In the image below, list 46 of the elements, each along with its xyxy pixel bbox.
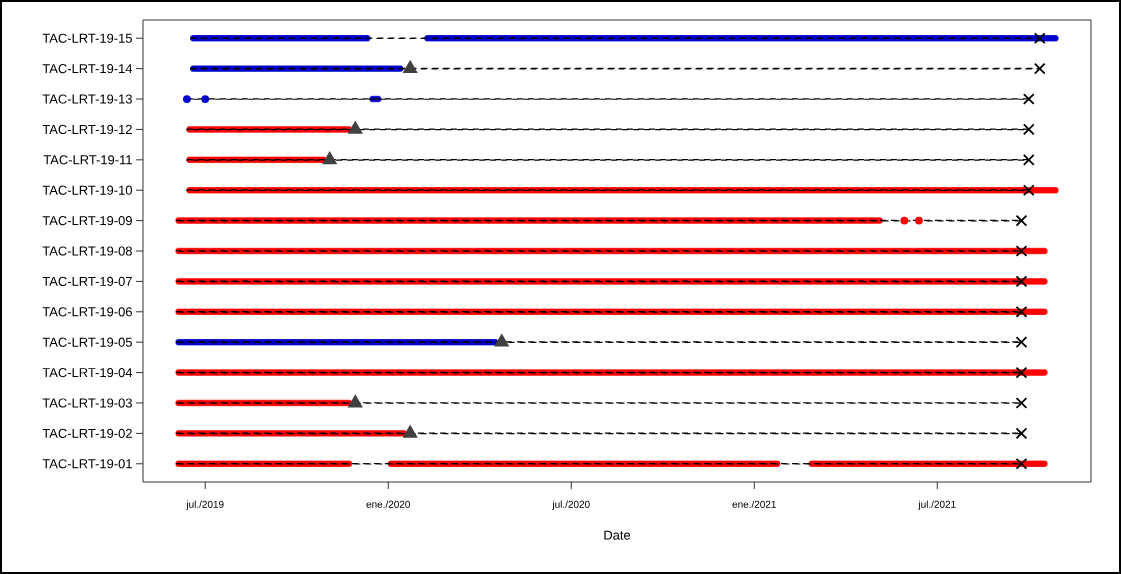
- x-tick-label: jul./2021: [918, 500, 956, 510]
- y-tick-label: TAC-LRT-19-13: [42, 94, 132, 104]
- point: [1015, 245, 1028, 257]
- point: [1015, 305, 1028, 318]
- x-axis-title: Date: [604, 530, 631, 540]
- y-tick-label: TAC-LRT-19-08: [42, 246, 132, 256]
- point: [1015, 336, 1028, 349]
- x-tick-label: ene./2021: [732, 500, 776, 508]
- y-tick-label: TAC-LRT-19-07: [42, 276, 132, 286]
- point: [1015, 397, 1028, 409]
- point: [403, 60, 418, 74]
- y-tick-label: TAC-LRT-19-02: [42, 428, 132, 438]
- point: [1022, 184, 1035, 197]
- x-tick-label: ene./2020: [366, 500, 411, 508]
- point: [1015, 366, 1028, 379]
- point: [1022, 153, 1035, 166]
- point: [915, 216, 923, 225]
- point: [1022, 93, 1035, 105]
- y-tick-label: TAC-LRT-19-11: [43, 155, 132, 165]
- point: [183, 95, 191, 103]
- y-tick-label: TAC-LRT-19-12: [42, 124, 132, 135]
- point: [348, 121, 363, 134]
- y-tick-label: TAC-LRT-19-15: [42, 33, 132, 43]
- y-tick-label: TAC-LRT-19-01: [42, 459, 132, 469]
- point: [1015, 457, 1028, 470]
- y-tick-label: TAC-LRT-19-06: [42, 307, 132, 317]
- x-tick-label: jul./2020: [552, 500, 590, 510]
- point: [403, 425, 418, 438]
- y-tick-label: TAC-LRT-19-10: [42, 185, 132, 195]
- y-tick-label: TAC-LRT-19-05: [42, 337, 132, 347]
- point: [1022, 123, 1035, 136]
- point: [1033, 32, 1046, 45]
- point: [348, 395, 363, 408]
- point: [1015, 214, 1028, 227]
- point: [1015, 427, 1028, 440]
- point: [322, 151, 337, 165]
- point: [201, 95, 210, 103]
- point: [1015, 275, 1028, 288]
- y-tick-label: TAC-LRT-19-14: [42, 64, 133, 74]
- y-tick-label: TAC-LRT-19-03: [42, 398, 132, 408]
- point: [900, 216, 909, 225]
- x-tick-label: jul./2019: [186, 500, 224, 510]
- y-tick-label: TAC-LRT-19-09: [42, 216, 132, 226]
- point: [1033, 62, 1046, 75]
- y-tick-label: TAC-LRT-19-04: [42, 368, 133, 378]
- point: [494, 334, 509, 347]
